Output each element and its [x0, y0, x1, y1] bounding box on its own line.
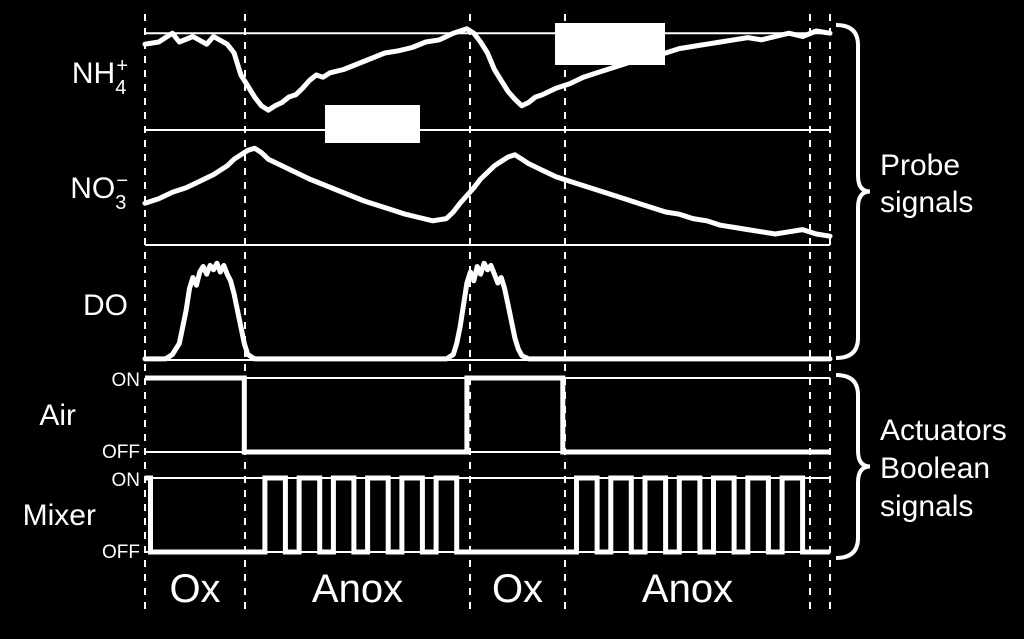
do-label: DO — [83, 289, 128, 322]
actuators-label-3: signals — [880, 490, 973, 523]
mixer-off-label: OFF — [102, 542, 140, 563]
air-label: Air — [39, 399, 76, 432]
phase-label-0: Ox — [169, 567, 220, 611]
air-on-label: ON — [112, 370, 141, 391]
annotation-box-0 — [325, 105, 420, 143]
actuators-label-2: Boolean — [880, 452, 990, 485]
probe-label-2: signals — [880, 186, 973, 219]
phase-label-1: Anox — [312, 567, 403, 611]
signals-chart: NH4+NO3−DOAirMixerONOFFONOFFOxAnoxOxAnox… — [0, 0, 1024, 639]
mixer-label: Mixer — [23, 499, 96, 532]
air-off-label: OFF — [102, 442, 140, 463]
actuators-label-1: Actuators — [880, 414, 1007, 447]
phase-label-3: Anox — [642, 567, 733, 611]
mixer-on-label: ON — [112, 470, 141, 491]
phase-label-2: Ox — [492, 567, 543, 611]
annotation-box-1 — [555, 23, 665, 65]
probe-label-1: Probe — [880, 149, 960, 182]
